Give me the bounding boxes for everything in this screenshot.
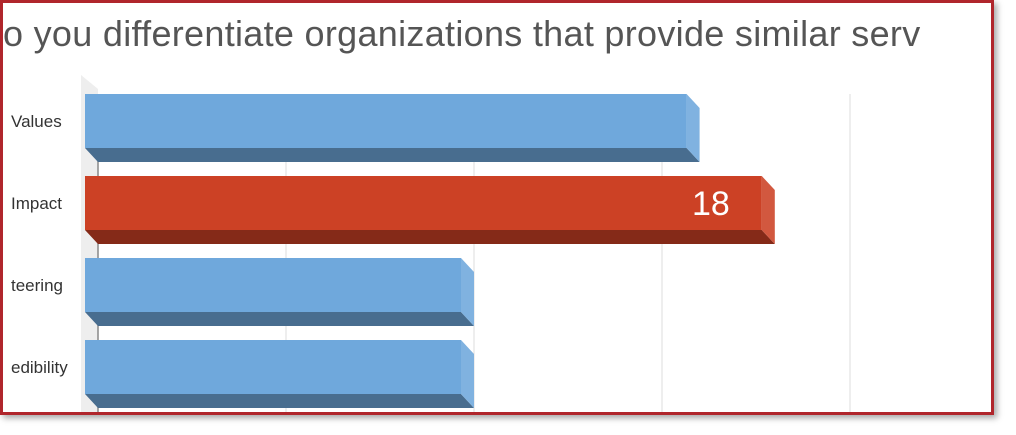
bar-bottom-face bbox=[85, 394, 474, 408]
bar-edibility bbox=[85, 340, 474, 408]
bar-bottom-face bbox=[85, 148, 700, 162]
bar-front-face bbox=[85, 258, 461, 312]
bar-chart: Values Impact 18 teering edibility bbox=[11, 75, 851, 412]
bar-front-face bbox=[85, 340, 461, 394]
chart-side-wall bbox=[81, 75, 98, 412]
category-label: teering bbox=[11, 276, 63, 295]
category-label: edibility bbox=[11, 358, 68, 377]
bar-end-face bbox=[761, 176, 775, 244]
bar-end-face bbox=[461, 258, 474, 326]
bar-impact bbox=[85, 176, 775, 244]
bar-front-face bbox=[85, 176, 762, 230]
chart-frame: o you differentiate organizations that p… bbox=[0, 0, 994, 415]
bar-end-face bbox=[686, 94, 700, 162]
bar-front-face bbox=[85, 94, 687, 148]
bar-end-face bbox=[461, 340, 474, 408]
data-label: 18 bbox=[692, 185, 730, 223]
bar-values bbox=[85, 94, 700, 162]
bar-bottom-face bbox=[85, 230, 775, 244]
bar-teering bbox=[85, 258, 474, 326]
bar-bottom-face bbox=[85, 312, 474, 326]
category-label: Impact bbox=[11, 194, 62, 213]
chart-title: o you differentiate organizations that p… bbox=[3, 13, 921, 54]
category-label: Values bbox=[11, 112, 62, 131]
